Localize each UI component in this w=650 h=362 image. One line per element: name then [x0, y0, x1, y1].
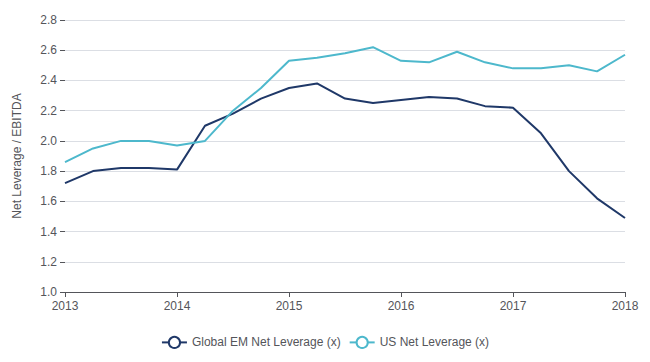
svg-text:Global EM Net Leverage (x): Global EM Net Leverage (x) — [192, 335, 341, 349]
svg-text:2014: 2014 — [164, 299, 191, 313]
svg-text:2.2: 2.2 — [40, 104, 57, 118]
svg-text:2013: 2013 — [52, 299, 79, 313]
svg-text:2.4: 2.4 — [40, 73, 57, 87]
svg-text:US Net Leverage (x): US Net Leverage (x) — [380, 335, 489, 349]
svg-text:2.0: 2.0 — [40, 134, 57, 148]
svg-text:1.6: 1.6 — [40, 194, 57, 208]
svg-text:Net Leverage / EBITDA: Net Leverage / EBITDA — [10, 93, 24, 218]
svg-text:2015: 2015 — [276, 299, 303, 313]
svg-text:2017: 2017 — [500, 299, 527, 313]
svg-text:1.4: 1.4 — [40, 225, 57, 239]
svg-text:2016: 2016 — [388, 299, 415, 313]
svg-text:2.6: 2.6 — [40, 43, 57, 57]
svg-text:1.0: 1.0 — [40, 285, 57, 299]
svg-text:1.2: 1.2 — [40, 255, 57, 269]
svg-text:2.8: 2.8 — [40, 13, 57, 27]
svg-text:2018: 2018 — [612, 299, 639, 313]
svg-text:1.8: 1.8 — [40, 164, 57, 178]
